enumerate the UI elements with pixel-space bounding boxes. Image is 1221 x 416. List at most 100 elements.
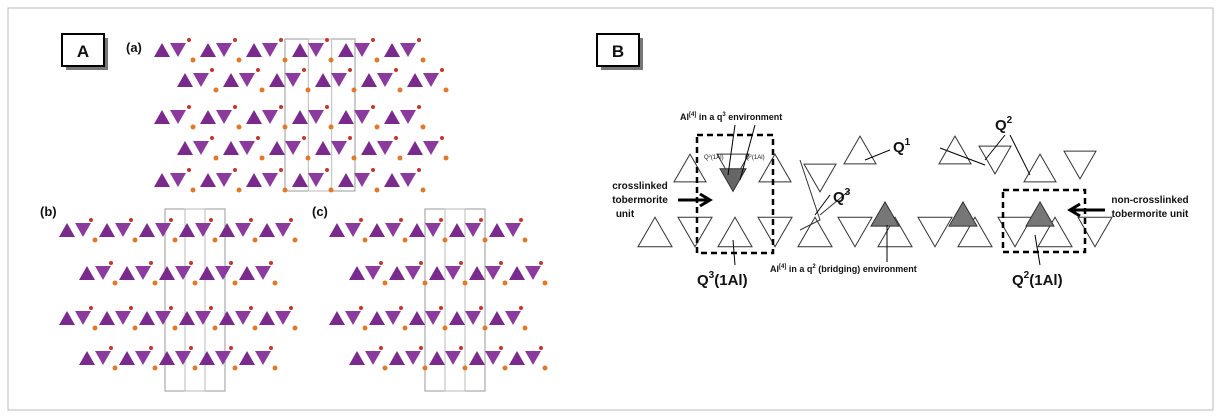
atom	[212, 325, 218, 331]
tetrahedron	[409, 223, 425, 237]
tetrahedron	[485, 351, 501, 365]
tetrahedron	[99, 311, 115, 325]
atom	[187, 168, 191, 172]
atom	[112, 280, 118, 286]
tetrahedron	[449, 311, 465, 325]
tetrahedron	[338, 173, 354, 187]
leader-line	[984, 134, 1006, 161]
atom	[442, 237, 448, 243]
tetrahedron	[262, 173, 278, 187]
atom	[233, 168, 237, 172]
tetrahedron	[219, 311, 235, 325]
tetrahedron	[758, 153, 792, 183]
tetrahedron	[285, 73, 301, 87]
panel-a	[59, 38, 548, 392]
tetrahedron	[525, 351, 541, 365]
atom	[236, 57, 242, 63]
atom	[374, 187, 380, 193]
tetrahedron	[216, 43, 232, 57]
tetrahedron	[917, 216, 953, 248]
atom	[382, 280, 388, 286]
atom	[256, 136, 260, 140]
tetrahedron	[757, 216, 793, 248]
tetrahedron	[59, 223, 75, 237]
atom	[419, 346, 423, 350]
tetrahedron	[216, 110, 232, 124]
tetrahedron	[99, 223, 115, 237]
tetrahedron	[95, 266, 111, 280]
tetrahedron	[369, 311, 385, 325]
atom	[210, 136, 214, 140]
tetrahedron	[259, 311, 275, 325]
atom	[232, 280, 238, 286]
tetrahedron	[843, 135, 877, 165]
sublabel: (c)	[312, 204, 328, 219]
atom	[282, 124, 288, 130]
tetrahedron	[292, 173, 308, 187]
tetrahedron	[345, 223, 361, 237]
tetrahedron	[215, 351, 231, 365]
atom	[292, 325, 298, 331]
label-box	[61, 33, 105, 67]
atom	[462, 280, 468, 286]
atom	[439, 218, 443, 222]
atom	[351, 87, 357, 93]
atom	[420, 124, 426, 130]
tetrahedron	[135, 266, 151, 280]
tetrahedron	[385, 223, 401, 237]
tetrahedron	[719, 168, 747, 193]
atom	[189, 346, 193, 350]
tetrahedron	[154, 173, 170, 187]
atom	[92, 325, 98, 331]
tetrahedron	[377, 141, 393, 155]
tetrahedron	[948, 200, 978, 227]
atom	[499, 346, 503, 350]
tetrahedron	[195, 223, 211, 237]
atom	[394, 68, 398, 72]
sublabel: (b)	[40, 204, 57, 219]
tetrahedron	[365, 266, 381, 280]
atom	[397, 87, 403, 93]
atom	[233, 38, 237, 42]
atom	[229, 261, 233, 265]
tetrahedron	[159, 266, 175, 280]
atom	[89, 218, 93, 222]
atom	[190, 57, 196, 63]
atom	[348, 68, 352, 72]
tetrahedron	[445, 351, 461, 365]
tetrahedron	[255, 266, 271, 280]
atom	[440, 68, 444, 72]
atom	[269, 261, 273, 265]
atom	[109, 261, 113, 265]
tetrahedron	[115, 223, 131, 237]
atom	[539, 346, 543, 350]
atom	[325, 105, 329, 109]
atom	[233, 105, 237, 109]
annotation: Q2(1Al)	[704, 153, 724, 161]
tetrahedron	[837, 216, 873, 248]
atom	[302, 136, 306, 140]
tetrahedron	[119, 266, 135, 280]
atom	[443, 155, 449, 161]
atom	[210, 68, 214, 72]
tetrahedron	[285, 141, 301, 155]
tetrahedron	[200, 43, 216, 57]
tetrahedron	[400, 43, 416, 57]
atom	[362, 325, 368, 331]
tetrahedron	[331, 141, 347, 155]
atom	[399, 218, 403, 222]
atom	[289, 218, 293, 222]
tetrahedron	[400, 173, 416, 187]
atom	[348, 136, 352, 140]
atom	[149, 261, 153, 265]
atom	[152, 365, 158, 371]
tetrahedron	[361, 73, 377, 87]
tetrahedron	[139, 311, 155, 325]
atom	[479, 218, 483, 222]
atom	[420, 57, 426, 63]
tetrahedron	[331, 73, 347, 87]
tetrahedron	[255, 351, 271, 365]
atom	[359, 218, 363, 222]
tetrahedron	[235, 311, 251, 325]
